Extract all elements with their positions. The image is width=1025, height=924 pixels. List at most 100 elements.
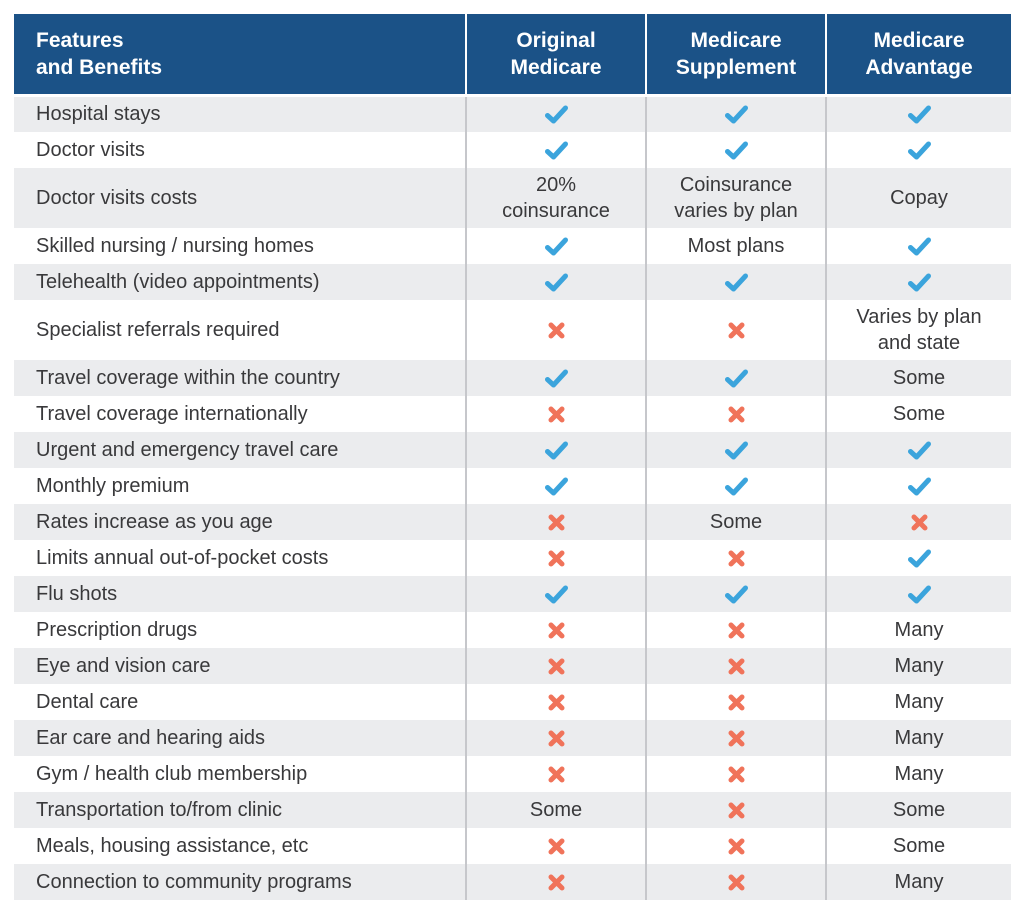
- cross-icon: [548, 622, 564, 639]
- check-icon: [724, 141, 748, 160]
- value-cell: Some: [825, 395, 1011, 432]
- table-row: Specialist referrals required Varies by p…: [14, 299, 1011, 360]
- value-cell: [465, 827, 646, 864]
- check-icon: [544, 585, 568, 604]
- value-cell: Copay: [825, 167, 1011, 228]
- value-cell: [645, 263, 826, 300]
- value-cell: [465, 503, 646, 540]
- value-cell: Many: [825, 683, 1011, 720]
- feature-cell: Connection to community programs: [36, 870, 352, 893]
- check-icon: [907, 105, 931, 124]
- header-original-medicare: Original Medicare: [465, 14, 646, 97]
- value-cell: Coinsurance varies by plan: [645, 167, 826, 228]
- feature-cell: Transportation to/from clinic: [36, 798, 283, 821]
- cross-icon: [548, 694, 564, 711]
- cross-icon: [728, 838, 744, 855]
- cross-icon: [548, 766, 564, 783]
- value-cell: [645, 791, 826, 828]
- value-cell: Some: [465, 791, 646, 828]
- table-row: Hospital stays: [14, 95, 1011, 132]
- check-icon: [544, 441, 568, 460]
- table-body: Hospital stays Doctor visits Doctor visits…: [14, 95, 1011, 900]
- value-cell: [825, 227, 1011, 264]
- value-cell: [645, 575, 826, 612]
- check-icon: [907, 549, 931, 568]
- value-cell: [645, 719, 826, 756]
- value-cell: [645, 95, 826, 132]
- check-icon: [724, 441, 748, 460]
- feature-cell: Travel coverage within the country: [36, 366, 340, 389]
- value-cell: [645, 683, 826, 720]
- value-cell: [645, 131, 826, 168]
- table-row: Urgent and emergency travel care: [14, 431, 1011, 468]
- value-cell: [825, 467, 1011, 504]
- table-row: Limits annual out-of-pocket costs: [14, 539, 1011, 576]
- value-cell: [825, 95, 1011, 132]
- value-cell: [465, 647, 646, 684]
- check-icon: [907, 585, 931, 604]
- feature-cell: Hospital stays: [36, 103, 161, 126]
- comparison-table-wrap: Features and Benefits Original Medicare …: [14, 14, 1011, 900]
- value-cell: [465, 263, 646, 300]
- value-cell: [465, 227, 646, 264]
- cross-icon: [548, 514, 564, 531]
- check-icon: [907, 141, 931, 160]
- table-row: Monthly premium: [14, 467, 1011, 504]
- value-cell: [465, 719, 646, 756]
- table-row: Transportation to/from clinic Some Some: [14, 791, 1011, 828]
- value-cell: Many: [825, 611, 1011, 648]
- check-icon: [724, 477, 748, 496]
- feature-cell: Ear care and hearing aids: [36, 726, 266, 749]
- table-row: Doctor visits costs 20% coinsurance Coinsu…: [14, 167, 1011, 228]
- feature-cell: Skilled nursing / nursing homes: [36, 234, 314, 257]
- cross-icon: [548, 322, 564, 339]
- cross-icon: [728, 874, 744, 891]
- check-icon: [544, 477, 568, 496]
- value-cell: 20% coinsurance: [465, 167, 646, 228]
- table-row: Ear care and hearing aids Many: [14, 719, 1011, 756]
- value-cell: [645, 755, 826, 792]
- value-cell: Some: [645, 503, 826, 540]
- feature-cell: Travel coverage internationally: [36, 402, 308, 425]
- medicare-comparison-table: Features and Benefits Original Medicare …: [14, 14, 1011, 900]
- cross-icon: [728, 406, 744, 423]
- value-cell: [645, 827, 826, 864]
- check-icon: [907, 273, 931, 292]
- check-icon: [724, 369, 748, 388]
- value-cell: [825, 539, 1011, 576]
- value-cell: [645, 647, 826, 684]
- value-cell: [465, 683, 646, 720]
- cross-icon: [548, 838, 564, 855]
- feature-cell: Specialist referrals required: [36, 318, 280, 341]
- cross-icon: [728, 622, 744, 639]
- table-row: Rates increase as you age Some: [14, 503, 1011, 540]
- feature-cell: Monthly premium: [36, 474, 190, 497]
- check-icon: [724, 105, 748, 124]
- value-cell: [465, 755, 646, 792]
- table-row: Skilled nursing / nursing homes Most plan…: [14, 227, 1011, 264]
- value-cell: Some: [825, 359, 1011, 396]
- value-cell: [645, 395, 826, 432]
- cross-icon: [548, 550, 564, 567]
- table-row: Connection to community programs Many: [14, 863, 1011, 900]
- value-cell: Many: [825, 755, 1011, 792]
- value-cell: [645, 359, 826, 396]
- value-cell: [465, 539, 646, 576]
- value-cell: [645, 467, 826, 504]
- value-cell: [465, 131, 646, 168]
- value-cell: [645, 611, 826, 648]
- value-cell: [825, 431, 1011, 468]
- value-cell: Varies by plan and state: [825, 299, 1011, 360]
- cross-icon: [548, 874, 564, 891]
- value-cell: [465, 359, 646, 396]
- cross-icon: [548, 658, 564, 675]
- value-cell: Some: [825, 827, 1011, 864]
- cross-icon: [728, 694, 744, 711]
- feature-cell: Prescription drugs: [36, 618, 198, 641]
- value-cell: [825, 575, 1011, 612]
- check-icon: [724, 585, 748, 604]
- value-cell: [645, 539, 826, 576]
- value-cell: [465, 395, 646, 432]
- cross-icon: [548, 406, 564, 423]
